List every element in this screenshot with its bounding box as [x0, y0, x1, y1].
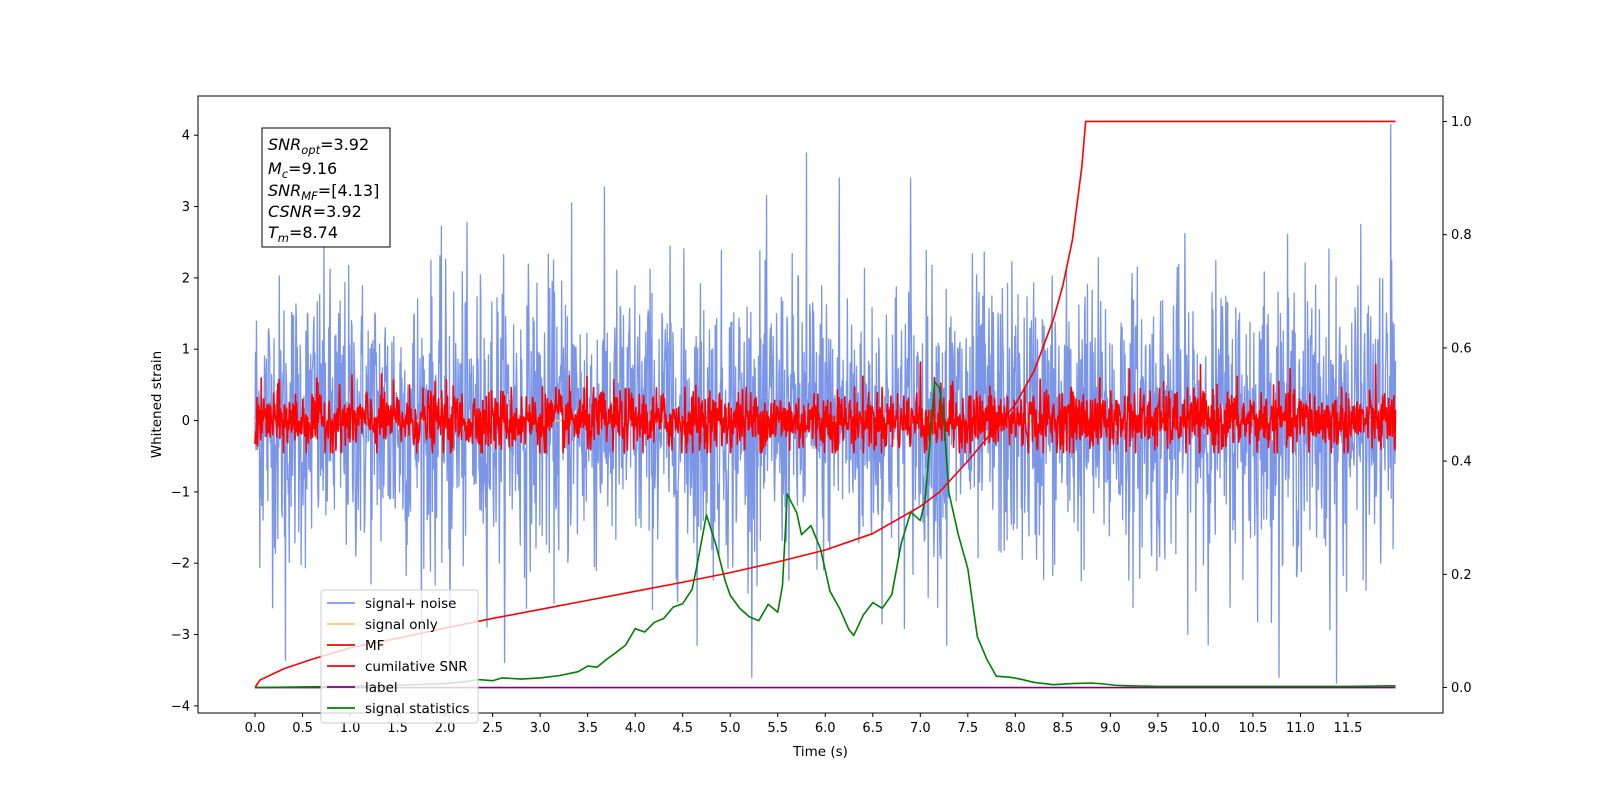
y-left-tick-label: −3 [171, 628, 190, 643]
y-left-tick-label: −4 [171, 699, 190, 714]
y-right-tick-label: 1.0 [1451, 115, 1472, 130]
y-left-tick-label: 2 [182, 271, 190, 286]
x-tick-label: 11.5 [1333, 721, 1362, 736]
tm-value: 8.74 [302, 223, 338, 242]
y-left-tick-label: 1 [182, 343, 190, 358]
x-tick-label: 2.0 [435, 721, 456, 736]
y-left-tick-label: −1 [171, 485, 190, 500]
legend-item-mf: MF [327, 638, 384, 654]
x-axis-label: Time (s) [792, 744, 848, 760]
x-tick-label: 8.5 [1053, 721, 1074, 736]
legend-label: label [365, 680, 398, 696]
csnr-value: 3.92 [326, 202, 362, 221]
x-axis-ticks: 0.0 0.5 1.0 1.5 2.0 2.5 3.0 3.5 4.0 4.5 5.0 5.5 6.0 6… [245, 713, 1362, 736]
x-tick-label: 7.0 [910, 721, 931, 736]
x-tick-label: 4.5 [672, 721, 693, 736]
y-right-tick-label: 0.2 [1451, 568, 1472, 583]
x-tick-label: 8.0 [1005, 721, 1026, 736]
x-tick-label: 1.5 [387, 721, 408, 736]
x-tick-label: 10.5 [1238, 721, 1267, 736]
x-tick-label: 11.0 [1286, 721, 1315, 736]
legend-item-cumilative-snr: cumilative SNR [327, 659, 468, 675]
legend-item-signal-noise: signal+ noise [327, 596, 456, 612]
x-tick-label: 0.5 [292, 721, 313, 736]
x-tick-label: 5.5 [767, 721, 788, 736]
y-right-tick-label: 0.6 [1451, 341, 1472, 356]
axes-frame [197, 95, 1444, 714]
legend-item-label: label [327, 680, 398, 696]
legend-label: signal only [365, 617, 438, 633]
legend-label: signal+ noise [365, 596, 456, 612]
series-line-mf [254, 361, 1397, 454]
snr-mf-annotation: SNRMF=[4.13] [268, 181, 379, 203]
snr-opt-annotation: SNRopt=3.92 [268, 135, 369, 157]
csnr-annotation: CSNR=3.92 [268, 202, 362, 221]
y-right-tick-label: 0.8 [1451, 228, 1472, 243]
tm-annotation: Tm=8.74 [268, 223, 338, 245]
x-tick-label: 5.0 [720, 721, 741, 736]
legend-item-signal-statistics: signal statistics [327, 701, 469, 717]
x-tick-label: 3.5 [577, 721, 598, 736]
y-axis-right-ticks: 0.0 0.2 0.4 0.6 0.8 1.0 [1443, 115, 1472, 696]
y-left-tick-label: 4 [182, 129, 190, 144]
mc-value: 9.16 [302, 159, 338, 178]
x-tick-label: 4.0 [625, 721, 646, 736]
legend-label: MF [365, 638, 384, 654]
mc-annotation: Mc=9.16 [268, 159, 337, 181]
y-left-tick-label: 0 [182, 414, 190, 429]
x-tick-label: 0.0 [245, 721, 266, 736]
y-axis-label: Whitened strain [149, 351, 165, 458]
x-tick-label: 2.5 [482, 721, 503, 736]
legend-item-signal-only: signal only [327, 617, 438, 633]
x-tick-label: 6.5 [862, 721, 883, 736]
x-tick-label: 3.0 [530, 721, 551, 736]
snr-mf-value: [4.13] [331, 181, 379, 200]
y-right-tick-label: 0.0 [1451, 681, 1472, 696]
legend: signal+ noise signal only MF cumilative SNR… [320, 589, 479, 724]
y-right-tick-label: 0.4 [1451, 455, 1472, 470]
legend-frame [320, 589, 479, 724]
stats-annotation: SNRopt=3.92 Mc=9.16 SNRMF=[4.13] CSNR=3.… [261, 127, 391, 248]
snr-opt-value: 3.92 [334, 135, 370, 154]
x-tick-label: 9.5 [1148, 721, 1169, 736]
y-left-tick-label: 3 [182, 200, 190, 215]
stats-annotation-frame [261, 127, 391, 248]
series-line-signal-statistics [255, 381, 1396, 689]
x-tick-label: 9.0 [1100, 721, 1121, 736]
x-tick-label: 6.0 [815, 721, 836, 736]
legend-label: signal statistics [365, 701, 469, 717]
y-left-tick-label: −2 [171, 557, 190, 572]
x-tick-label: 7.5 [957, 721, 978, 736]
y-axis-left-ticks: −4 −3 −2 −1 0 1 2 3 4 [171, 129, 198, 714]
legend-label: cumilative SNR [365, 659, 468, 675]
x-tick-label: 10.0 [1191, 721, 1220, 736]
x-tick-label: 1.0 [340, 721, 361, 736]
